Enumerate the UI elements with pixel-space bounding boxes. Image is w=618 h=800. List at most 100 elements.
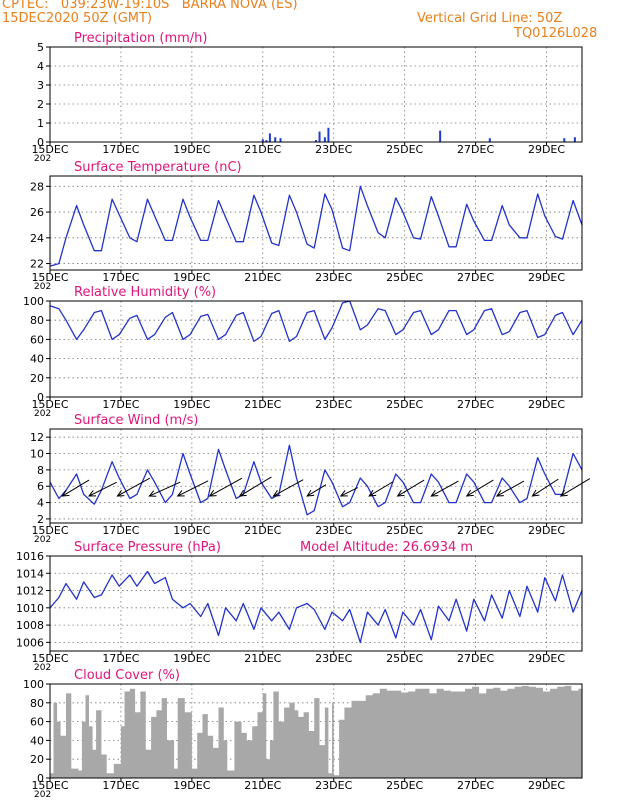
pressure-xtick-label: 17DEC bbox=[102, 652, 139, 665]
wind-arrow bbox=[149, 481, 181, 497]
temperature-title: Surface Temperature (nC) bbox=[74, 160, 242, 175]
wind-arrow bbox=[239, 476, 272, 497]
precip-bar bbox=[318, 131, 321, 142]
cloud-year-label: 202 bbox=[34, 790, 51, 800]
pressure-ytick-label: 1016 bbox=[16, 550, 44, 563]
precip-panel: 0 1 2 3 4 5 15DEC 17DEC 19DEC 21DEC 23DEC 25DEC 27DE… bbox=[31, 31, 583, 164]
humidity-title: Relative Humidity (%) bbox=[74, 285, 216, 300]
temperature-xtick-label: 19DEC bbox=[173, 271, 210, 284]
humidity-ytick-label: 100 bbox=[23, 295, 44, 308]
station-line: CPTEC: 039:23W-19:10S BARRA NOVA (ES) bbox=[2, 0, 298, 12]
wind-arrow-head bbox=[148, 490, 157, 497]
pressure-ytick-label: 1012 bbox=[16, 585, 44, 598]
wind-frame bbox=[49, 428, 583, 524]
pressure-year-label: 202 bbox=[34, 663, 51, 673]
precip-ytick-label: 3 bbox=[37, 79, 44, 92]
cloud-xtick-label: 23DEC bbox=[315, 779, 352, 792]
cloud-ytick-label: 20 bbox=[30, 753, 44, 766]
cloud-area bbox=[50, 685, 582, 778]
precip-xtick-label: 27DEC bbox=[457, 143, 494, 156]
wind-arrow-head bbox=[368, 489, 377, 497]
cloud-xtick-label: 19DEC bbox=[173, 779, 210, 792]
temperature-ytick-label: 22 bbox=[30, 258, 44, 271]
temperature-line bbox=[49, 185, 583, 267]
pressure-panel: 1006 1008 1010 1012 1014 1016 15DEC 17DEC 19DEC 2… bbox=[16, 540, 583, 673]
wind-arrow bbox=[340, 487, 359, 497]
precip-ytick-label: 1 bbox=[37, 117, 44, 130]
pressure-xtick-label: 15DEC bbox=[31, 652, 68, 665]
cloud-xtick-label: 15DEC bbox=[31, 779, 68, 792]
wind-arrow-head bbox=[559, 489, 568, 497]
pressure-ytick-label: 1014 bbox=[16, 567, 44, 580]
pressure-title: Surface Pressure (hPa) bbox=[74, 540, 221, 555]
wind-arrow-head bbox=[396, 489, 405, 497]
precip-xtick-label: 23DEC bbox=[315, 143, 352, 156]
precip-bar bbox=[573, 137, 576, 142]
humidity-xtick-label: 23DEC bbox=[315, 398, 352, 411]
wind-arrow-head bbox=[272, 490, 281, 497]
wind-xtick-label: 21DEC bbox=[244, 524, 281, 537]
wind-arrow bbox=[560, 478, 591, 497]
wind-panel: 2 4 6 8 10 12 15DEC 17DEC 19DEC 21DEC 23DEC 25DEC 27… bbox=[30, 413, 591, 545]
precip-xtick-label: 21DEC bbox=[244, 143, 281, 156]
precip-bar bbox=[268, 133, 271, 142]
wind-xtick-label: 23DEC bbox=[315, 524, 352, 537]
wind-xtick-label: 27DEC bbox=[457, 524, 494, 537]
wind-arrow-head bbox=[208, 490, 217, 497]
wind-arrow bbox=[397, 479, 425, 497]
cloud-ytick-label: 60 bbox=[30, 716, 44, 729]
precip-bar bbox=[323, 137, 326, 142]
humidity-xtick-label: 21DEC bbox=[244, 398, 281, 411]
wind-xtick-label: 15DEC bbox=[31, 524, 68, 537]
precip-xtick-label: 29DEC bbox=[528, 143, 565, 156]
wind-arrow bbox=[88, 481, 117, 497]
pressure-xtick-label: 27DEC bbox=[457, 652, 494, 665]
pressure-xtick-label: 21DEC bbox=[244, 652, 281, 665]
precip-bar bbox=[563, 138, 566, 142]
humidity-xtick-label: 17DEC bbox=[102, 398, 139, 411]
humidity-xtick-label: 25DEC bbox=[386, 398, 423, 411]
cloud-ytick-label: 0 bbox=[37, 772, 44, 785]
humidity-year-label: 202 bbox=[34, 409, 51, 419]
wind-arrow bbox=[466, 479, 494, 497]
humidity-frame bbox=[49, 300, 583, 398]
wind-arrow-head bbox=[176, 490, 185, 497]
temperature-xtick-label: 17DEC bbox=[102, 271, 139, 284]
precip-ytick-label: 0 bbox=[37, 136, 44, 149]
precip-xtick-label: 15DEC bbox=[31, 143, 68, 156]
wind-arrow-head bbox=[495, 490, 504, 497]
temperature-xtick-label: 25DEC bbox=[386, 271, 423, 284]
humidity-ytick-label: 80 bbox=[30, 314, 44, 327]
wind-ytick-label: 12 bbox=[30, 431, 44, 444]
wind-arrow-head bbox=[531, 489, 540, 497]
pressure-xtick-label: 19DEC bbox=[173, 652, 210, 665]
temperature-xtick-label: 23DEC bbox=[315, 271, 352, 284]
pressure-xtick-label: 29DEC bbox=[528, 652, 565, 665]
wind-arrow-head bbox=[430, 490, 439, 497]
precip-bar bbox=[265, 140, 268, 142]
wind-xtick-label: 19DEC bbox=[173, 524, 210, 537]
temperature-ytick-label: 24 bbox=[30, 232, 44, 245]
cloud-xtick-label: 17DEC bbox=[102, 779, 139, 792]
wind-arrow bbox=[117, 477, 151, 497]
pressure-xtick-label: 23DEC bbox=[315, 652, 352, 665]
temperature-year-label: 202 bbox=[34, 282, 51, 292]
wind-arrow-head bbox=[61, 489, 70, 497]
pressure-ytick-label: 1010 bbox=[16, 602, 44, 615]
pressure-xtick-label: 25DEC bbox=[386, 652, 423, 665]
precip-ytick-label: 2 bbox=[37, 98, 44, 111]
precip-frame bbox=[49, 46, 583, 143]
precip-ytick-label: 5 bbox=[37, 41, 44, 54]
wind-ytick-label: 8 bbox=[37, 464, 44, 477]
humidity-line bbox=[49, 300, 583, 342]
wind-arrow bbox=[368, 481, 394, 497]
temperature-ytick-label: 28 bbox=[30, 180, 44, 193]
precip-bar bbox=[488, 138, 491, 142]
wind-arrow bbox=[306, 484, 327, 497]
pressure-ytick-label: 1008 bbox=[16, 619, 44, 632]
pressure-ytick-label: 1006 bbox=[16, 636, 44, 649]
cloud-panel: 0 20 40 60 80 100 15DEC 17DEC 19DEC 21DEC 23DEC 25D… bbox=[23, 668, 583, 800]
wind-arrow bbox=[496, 480, 525, 497]
cloud-frame bbox=[49, 683, 583, 779]
wind-arrow-head bbox=[306, 489, 315, 497]
